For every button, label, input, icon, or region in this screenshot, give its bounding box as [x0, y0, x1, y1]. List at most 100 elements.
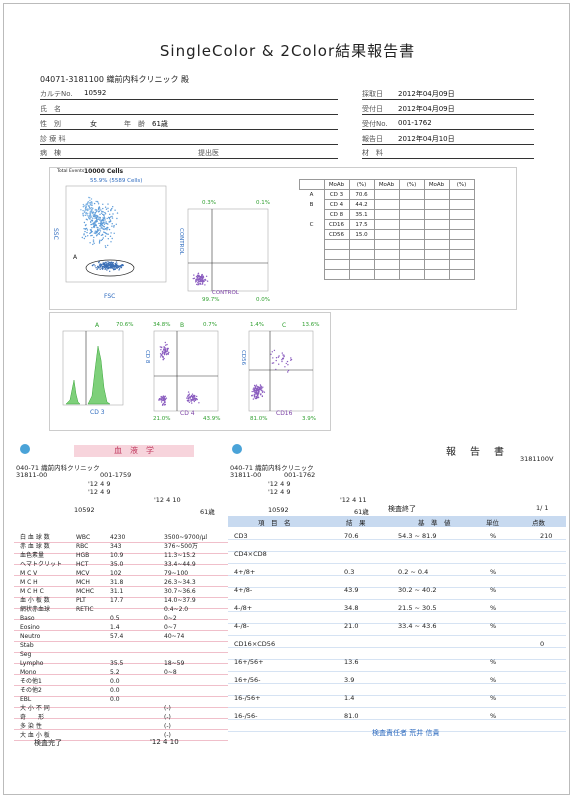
event-dot	[163, 398, 165, 400]
event-dot	[163, 351, 165, 353]
cd16-q-tl: 1.4%	[250, 322, 264, 328]
event-dot	[198, 280, 200, 282]
event-dot	[102, 263, 104, 265]
event-dot	[104, 245, 107, 247]
event-dot	[89, 208, 91, 210]
event-dot	[164, 347, 166, 349]
event-dot	[284, 366, 286, 368]
hema-row-code: RETIC	[76, 606, 94, 613]
event-dot	[290, 357, 292, 359]
event-dot	[164, 341, 166, 344]
event-dot	[103, 214, 105, 216]
report-clinic: 040-71 織前内科クリニック	[230, 464, 314, 472]
cd3-histogram	[62, 330, 124, 406]
total-events-value: 10000 Cells	[84, 168, 124, 175]
event-dot	[103, 223, 106, 225]
report-row-item: 4-/8+	[234, 604, 253, 612]
event-dot	[107, 265, 109, 267]
event-dot	[166, 343, 168, 346]
event-dot	[191, 402, 193, 404]
event-dot	[104, 231, 106, 234]
event-dot	[116, 217, 118, 220]
event-dot	[160, 399, 162, 401]
report-row-result: 1.4	[344, 694, 355, 702]
report-row-unit: %	[490, 532, 497, 540]
report-row-result: 3.9	[344, 676, 355, 684]
event-dot	[100, 239, 102, 242]
col-ref-header: 基 準 値	[418, 519, 451, 527]
event-dot	[97, 233, 100, 235]
event-dot	[92, 243, 94, 246]
event-dot	[251, 394, 253, 396]
event-dot	[99, 219, 101, 221]
event-dot	[98, 229, 100, 231]
event-dot	[160, 354, 162, 356]
event-dot	[251, 390, 253, 393]
report-row-item: 4+/8+	[234, 568, 256, 576]
hema-row-value: 0.0	[110, 696, 120, 703]
event-dot	[96, 234, 98, 236]
hema-row-code: PLT	[76, 597, 86, 604]
cd3-axis-label: CD 3	[90, 409, 105, 416]
event-dot	[94, 223, 96, 225]
event-dot	[87, 201, 89, 203]
event-dot	[163, 357, 165, 360]
event-dot	[111, 223, 113, 225]
report-row-result: 0.3	[344, 568, 355, 576]
event-dot	[262, 386, 264, 388]
receive-date: 2012年04月09日	[398, 105, 455, 113]
event-dot	[110, 220, 112, 222]
event-dot	[99, 266, 102, 268]
cd4-axis-label: CD 4	[180, 410, 195, 417]
event-dot	[111, 264, 113, 266]
report-chart-no: 10592	[268, 506, 289, 514]
hema-row-name: 大 小 不 同	[20, 705, 50, 712]
report-label: 報告日	[362, 135, 383, 143]
event-dot	[257, 391, 260, 394]
event-dot	[253, 396, 256, 398]
event-dot	[94, 209, 97, 211]
event-dot	[259, 384, 262, 386]
report-row-unit: %	[490, 658, 497, 666]
cd4-cd8-scatter	[153, 330, 219, 412]
event-dot	[88, 196, 90, 199]
event-dot	[283, 354, 285, 356]
event-dot	[198, 282, 200, 284]
event-dot	[84, 210, 86, 212]
event-dot	[254, 393, 257, 395]
event-dot	[113, 268, 115, 270]
event-dot	[83, 211, 86, 213]
event-dot	[186, 396, 189, 398]
event-dot	[94, 211, 97, 214]
event-dot	[162, 352, 164, 355]
cd16-cd56-scatter	[248, 330, 314, 412]
report-status: 検査終了	[388, 505, 416, 513]
total-events-label: Total Events	[57, 169, 85, 174]
event-dot	[257, 386, 259, 388]
report-page: 1/ 1	[536, 504, 549, 512]
event-dot	[86, 214, 88, 216]
sex-value: 女	[90, 120, 97, 128]
event-dot	[83, 221, 86, 224]
marker-row: CD 8 35.1	[300, 209, 475, 220]
event-dot	[116, 212, 119, 214]
event-dot	[100, 221, 102, 223]
event-dot	[93, 224, 95, 226]
event-dot	[86, 209, 89, 212]
event-dot	[275, 359, 277, 362]
control-x-label: CONTROL	[212, 290, 239, 296]
event-dot	[97, 265, 99, 268]
receipt-no: 001-1762	[398, 119, 432, 127]
hema-row-value: 4230	[110, 534, 126, 541]
event-dot	[100, 209, 102, 211]
event-dot	[104, 235, 107, 237]
event-dot	[86, 219, 88, 221]
hema-row-ref: 40~74	[164, 633, 185, 640]
event-dot	[91, 202, 93, 204]
event-dot	[201, 279, 203, 281]
cd4-q-br: 43.9%	[203, 416, 221, 422]
event-dot	[163, 401, 166, 404]
cd4-q-tl: 34.8%	[153, 322, 171, 328]
cd16-gate-label: C	[282, 322, 287, 329]
event-dot	[254, 387, 257, 389]
